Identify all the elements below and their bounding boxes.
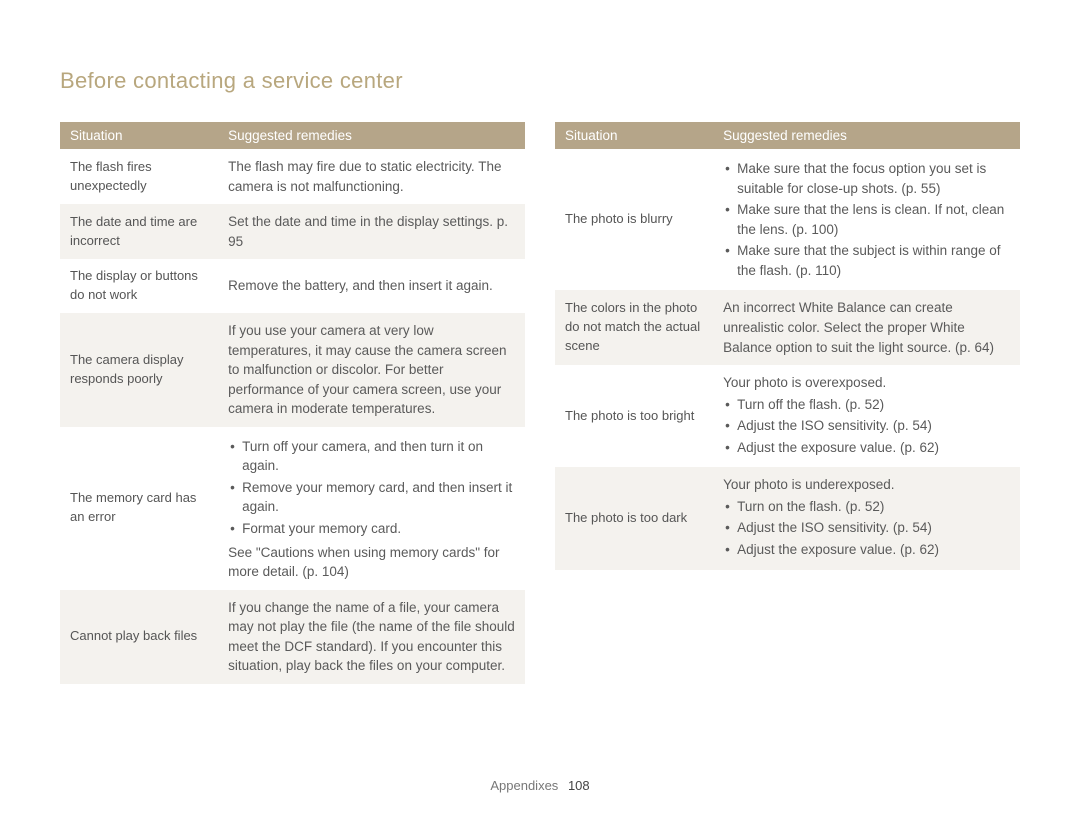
remedy-list-item: Turn on the flash. (p. 52) xyxy=(723,497,1010,517)
two-column-layout: Situation Suggested remedies The flash f… xyxy=(60,122,1020,684)
remedy-list-item: Make sure that the focus option you set … xyxy=(723,159,1010,198)
page-number: 108 xyxy=(568,778,590,793)
table-row: The display or buttons do not work Remove… xyxy=(60,259,525,313)
remedy-text: An incorrect White Balance can create un… xyxy=(723,298,1010,357)
table-row: The photo is too brightYour photo is ove… xyxy=(555,365,1020,467)
remedy-post-text: See "Cautions when using memory cards" f… xyxy=(228,543,515,582)
remedy-cell: If you change the name of a file, your c… xyxy=(218,590,525,684)
situation-cell: The flash fires unexpectedly xyxy=(60,149,218,204)
situation-cell: The display or buttons do not work xyxy=(60,259,218,313)
header-situation: Situation xyxy=(555,122,713,149)
remedy-cell: Your photo is underexposed.Turn on the f… xyxy=(713,467,1020,569)
table-row: The photo is too darkYour photo is under… xyxy=(555,467,1020,569)
remedy-cell: If you use your camera at very low tempe… xyxy=(218,313,525,427)
remedy-list-item: Turn off the flash. (p. 52) xyxy=(723,395,1010,415)
remedy-text: Remove the battery, and then insert it a… xyxy=(228,276,515,296)
situation-cell: The photo is too dark xyxy=(555,467,713,569)
remedy-pre-text: Your photo is underexposed. xyxy=(723,475,1010,495)
remedy-text: Set the date and time in the display set… xyxy=(228,212,515,251)
table-row: The memory card has an error Turn off you… xyxy=(60,427,525,590)
remedy-list-item: Turn off your camera, and then turn it o… xyxy=(228,437,515,476)
remedy-list-item: Make sure that the lens is clean. If not… xyxy=(723,200,1010,239)
table-row: The camera display responds poorlyIf you… xyxy=(60,313,525,427)
header-situation: Situation xyxy=(60,122,218,149)
situation-cell: The date and time are incorrect xyxy=(60,204,218,259)
remedy-cell: The flash may fire due to static electri… xyxy=(218,149,525,204)
table-row: The date and time are incorrect Set the d… xyxy=(60,204,525,259)
remedy-text: If you use your camera at very low tempe… xyxy=(228,321,515,419)
situation-cell: The memory card has an error xyxy=(60,427,218,590)
left-column: Situation Suggested remedies The flash f… xyxy=(60,122,525,684)
remedy-list: Turn on the flash. (p. 52)Adjust the ISO… xyxy=(723,497,1010,560)
header-remedies: Suggested remedies xyxy=(218,122,525,149)
footer-label: Appendixes xyxy=(490,778,558,793)
remedy-list: Turn off your camera, and then turn it o… xyxy=(228,437,515,539)
situation-cell: The colors in the photo do not match the… xyxy=(555,290,713,365)
remedy-pre-text: Your photo is overexposed. xyxy=(723,373,1010,393)
table-row: The flash fires unexpectedly The flash ma… xyxy=(60,149,525,204)
troubleshooting-table-right: Situation Suggested remedies The photo i… xyxy=(555,122,1020,570)
remedy-text: The flash may fire due to static electri… xyxy=(228,157,515,196)
situation-cell: The photo is blurry xyxy=(555,149,713,290)
header-remedies: Suggested remedies xyxy=(713,122,1020,149)
table-row: The colors in the photo do not match the… xyxy=(555,290,1020,365)
situation-cell: Cannot play back files xyxy=(60,590,218,684)
remedy-cell: Your photo is overexposed.Turn off the f… xyxy=(713,365,1020,467)
remedy-list-item: Adjust the exposure value. (p. 62) xyxy=(723,438,1010,458)
remedy-list-item: Remove your memory card, and then insert… xyxy=(228,478,515,517)
right-column: Situation Suggested remedies The photo i… xyxy=(555,122,1020,684)
remedy-cell: Set the date and time in the display set… xyxy=(218,204,525,259)
page-footer: Appendixes 108 xyxy=(0,778,1080,793)
remedy-list: Make sure that the focus option you set … xyxy=(723,159,1010,280)
remedy-cell: Turn off your camera, and then turn it o… xyxy=(218,427,525,590)
table-row: The photo is blurry Make sure that the fo… xyxy=(555,149,1020,290)
remedy-list-item: Adjust the ISO sensitivity. (p. 54) xyxy=(723,518,1010,538)
remedy-list-item: Make sure that the subject is within ran… xyxy=(723,241,1010,280)
troubleshooting-table-left: Situation Suggested remedies The flash f… xyxy=(60,122,525,684)
situation-cell: The photo is too bright xyxy=(555,365,713,467)
remedy-cell: An incorrect White Balance can create un… xyxy=(713,290,1020,365)
remedy-list: Turn off the flash. (p. 52)Adjust the IS… xyxy=(723,395,1010,458)
table-row: Cannot play back filesIf you change the … xyxy=(60,590,525,684)
page-title: Before contacting a service center xyxy=(60,68,1020,94)
page-content: Before contacting a service center Situa… xyxy=(0,0,1080,684)
remedy-list-item: Adjust the ISO sensitivity. (p. 54) xyxy=(723,416,1010,436)
remedy-cell: Remove the battery, and then insert it a… xyxy=(218,259,525,313)
remedy-list-item: Format your memory card. xyxy=(228,519,515,539)
remedy-list-item: Adjust the exposure value. (p. 62) xyxy=(723,540,1010,560)
situation-cell: The camera display responds poorly xyxy=(60,313,218,427)
remedy-cell: Make sure that the focus option you set … xyxy=(713,149,1020,290)
remedy-text: If you change the name of a file, your c… xyxy=(228,598,515,676)
